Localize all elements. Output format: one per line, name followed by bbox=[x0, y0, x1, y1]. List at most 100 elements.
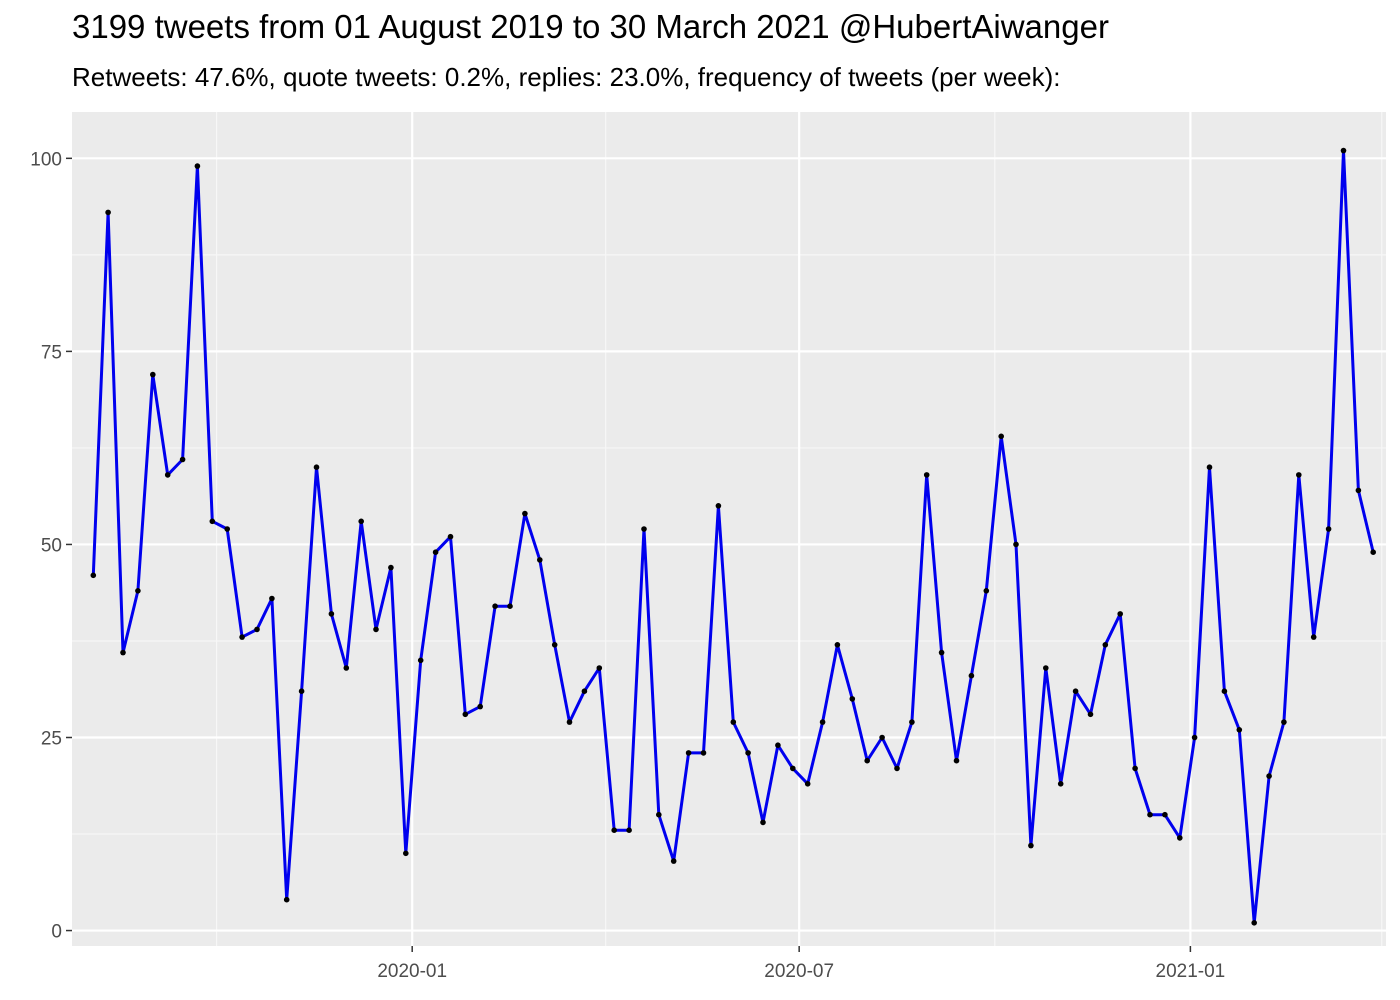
data-point bbox=[1325, 526, 1332, 532]
y-tick-label: 50 bbox=[41, 535, 62, 556]
data-point bbox=[1132, 765, 1138, 772]
data-point bbox=[298, 688, 305, 694]
data-point bbox=[760, 819, 766, 826]
data-point bbox=[938, 649, 945, 656]
data-point bbox=[507, 603, 513, 609]
data-point bbox=[834, 642, 841, 648]
data-point bbox=[239, 634, 245, 640]
data-point bbox=[1251, 920, 1257, 926]
data-point bbox=[328, 611, 335, 617]
data-point bbox=[417, 657, 424, 664]
data-point bbox=[1355, 487, 1362, 494]
data-point bbox=[551, 642, 558, 648]
data-point bbox=[715, 503, 722, 509]
data-point bbox=[775, 742, 781, 748]
data-point bbox=[1340, 147, 1347, 154]
data-point bbox=[1221, 688, 1228, 694]
data-point bbox=[998, 433, 1004, 440]
data-point bbox=[656, 811, 662, 818]
data-point bbox=[909, 719, 915, 725]
data-point bbox=[1191, 734, 1198, 741]
data-point bbox=[254, 626, 260, 633]
chart-subtitle: Retweets: 47.6%, quote tweets: 0.2%, rep… bbox=[72, 62, 1061, 92]
data-point bbox=[477, 703, 484, 710]
major-gridlines bbox=[72, 112, 1386, 946]
data-point bbox=[313, 464, 320, 471]
x-tick-label: 2020-01 bbox=[377, 961, 447, 982]
data-point bbox=[522, 510, 528, 517]
data-point bbox=[641, 526, 647, 532]
y-axis: 0 25 50 75 100 bbox=[30, 149, 72, 943]
data-point bbox=[849, 696, 856, 702]
data-point bbox=[1177, 835, 1183, 841]
data-point bbox=[1057, 781, 1064, 787]
data-point bbox=[1310, 634, 1317, 640]
data-point bbox=[864, 757, 870, 764]
data-point bbox=[343, 665, 350, 671]
data-point bbox=[1028, 842, 1034, 849]
data-point bbox=[179, 456, 186, 463]
y-tick-label: 25 bbox=[41, 729, 62, 750]
data-point bbox=[388, 564, 394, 571]
data-point bbox=[164, 472, 171, 478]
data-points bbox=[90, 147, 1376, 926]
data-point bbox=[537, 557, 543, 563]
data-point bbox=[894, 765, 900, 772]
data-point bbox=[790, 765, 796, 772]
data-point bbox=[150, 371, 156, 378]
data-point bbox=[819, 719, 826, 725]
data-point bbox=[224, 526, 230, 532]
data-point bbox=[1162, 811, 1168, 818]
data-point bbox=[194, 163, 201, 169]
data-point bbox=[1236, 727, 1243, 733]
data-point bbox=[432, 549, 439, 555]
data-point bbox=[269, 595, 275, 602]
x-axis: 2020-01 2020-07 2021-01 bbox=[377, 946, 1225, 982]
data-point bbox=[700, 750, 707, 756]
data-point bbox=[1147, 811, 1153, 818]
data-point bbox=[1266, 773, 1272, 779]
data-point bbox=[1102, 642, 1109, 648]
y-tick-label: 0 bbox=[51, 922, 62, 943]
data-point bbox=[135, 588, 141, 594]
data-point bbox=[1117, 611, 1123, 617]
data-point bbox=[1370, 549, 1376, 555]
data-point bbox=[1087, 711, 1094, 718]
data-point bbox=[462, 711, 469, 718]
data-point bbox=[1013, 541, 1019, 548]
data-point bbox=[209, 518, 216, 525]
data-point bbox=[403, 850, 409, 857]
y-tick-label: 100 bbox=[30, 149, 62, 170]
data-point bbox=[1281, 719, 1287, 725]
data-point bbox=[1296, 472, 1302, 478]
x-tick-label: 2020-07 bbox=[764, 961, 834, 982]
data-point bbox=[745, 750, 751, 756]
data-point bbox=[1043, 665, 1049, 671]
data-point bbox=[983, 588, 990, 594]
data-point bbox=[804, 781, 811, 787]
data-point bbox=[90, 572, 97, 579]
x-tick-label: 2021-01 bbox=[1156, 961, 1226, 982]
data-point bbox=[626, 827, 632, 833]
y-tick-label: 75 bbox=[41, 342, 62, 363]
data-point bbox=[923, 472, 930, 478]
data-point bbox=[373, 626, 379, 633]
data-point bbox=[879, 734, 885, 741]
data-point bbox=[596, 665, 603, 671]
chart-title: 3199 tweets from 01 August 2019 to 30 Ma… bbox=[72, 8, 1109, 45]
data-point bbox=[447, 533, 454, 540]
data-point bbox=[283, 896, 290, 903]
data-point bbox=[492, 603, 498, 609]
data-point bbox=[120, 649, 126, 656]
data-point bbox=[1206, 464, 1213, 471]
data-point bbox=[358, 518, 365, 525]
data-point bbox=[566, 719, 573, 725]
data-point bbox=[105, 209, 111, 216]
plot-panel bbox=[72, 112, 1386, 946]
data-point bbox=[968, 672, 975, 679]
data-point bbox=[581, 688, 588, 694]
data-point bbox=[730, 719, 737, 725]
data-point bbox=[953, 757, 960, 764]
data-point bbox=[1072, 688, 1079, 694]
